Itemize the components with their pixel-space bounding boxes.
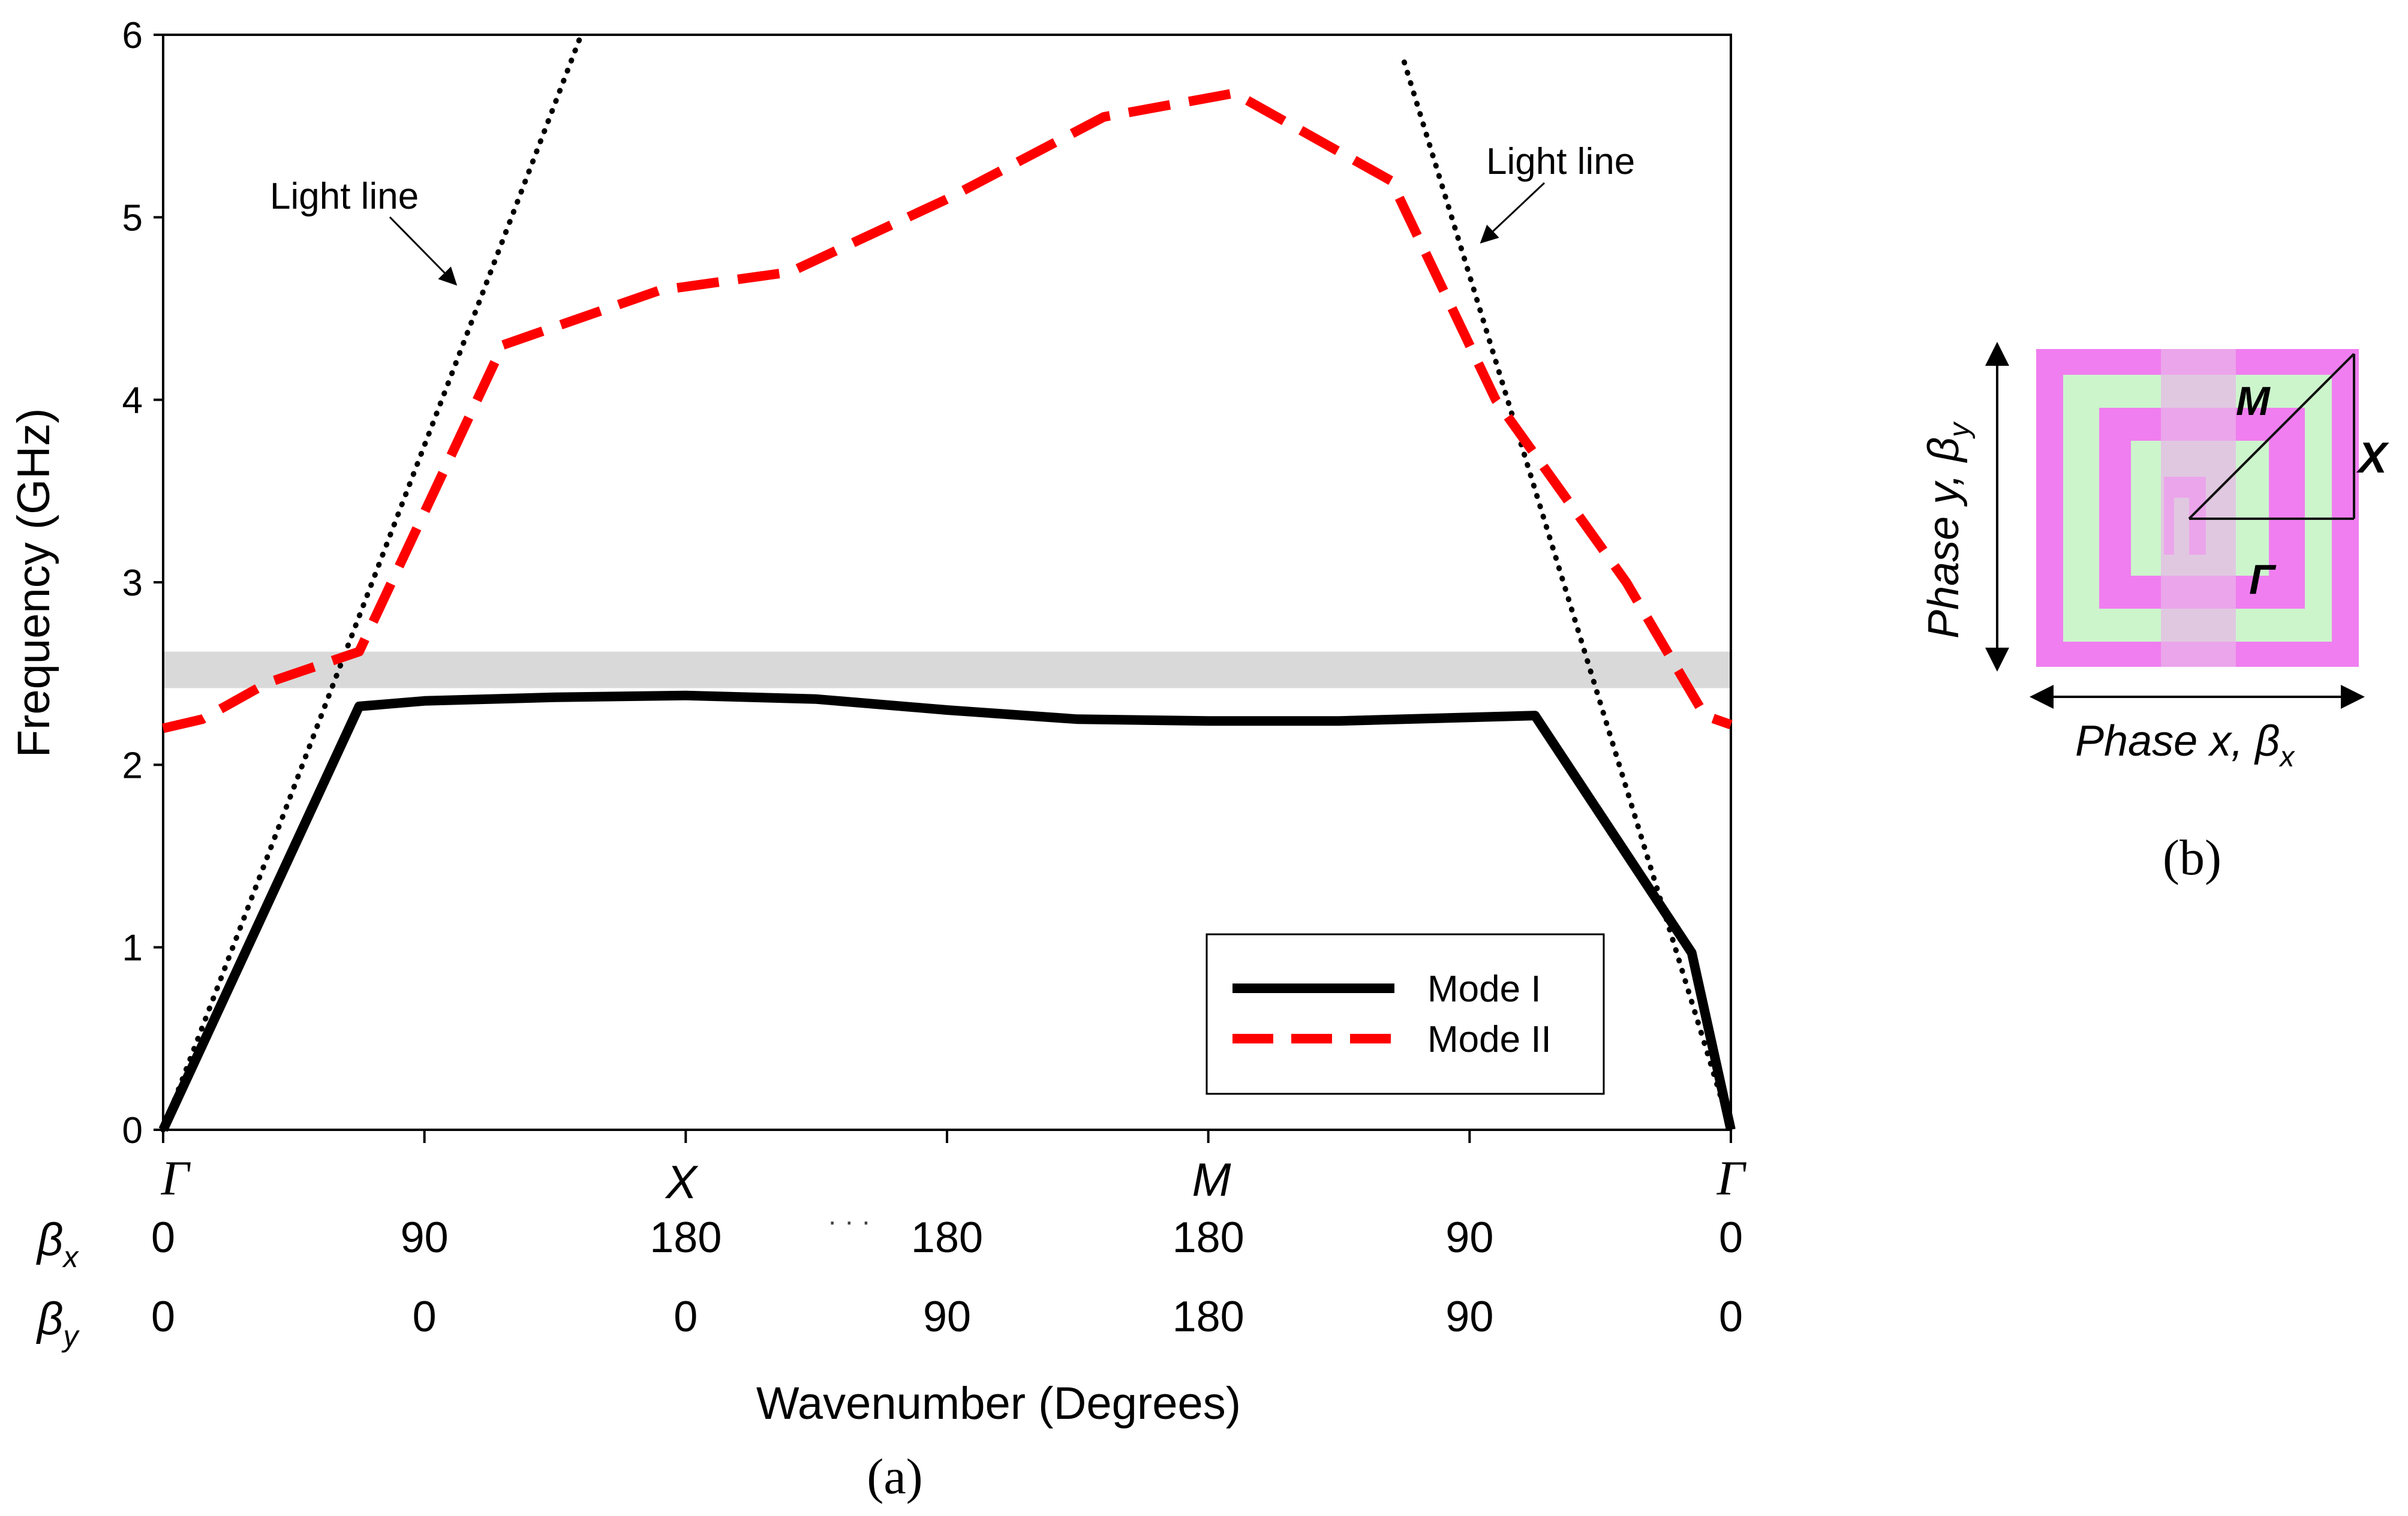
legend: Mode I Mode II (1205, 933, 1605, 1095)
gamma-to-m-path (2188, 353, 2355, 520)
panel-a-caption: (a) (867, 1449, 922, 1505)
beta-x-tick-label: 180 (650, 1214, 722, 1262)
light-line-right (1401, 59, 1734, 1133)
beta-x-tick-label: 90 (1445, 1214, 1493, 1262)
legend-box (1205, 933, 1605, 1095)
mode-curves (158, 88, 1736, 1132)
y-tick-label: 4 (122, 380, 143, 422)
symmetry-label-gamma-end: Γ (1716, 1151, 1747, 1205)
frequency-band-highlight (163, 651, 1731, 688)
y-tick-label: 0 (122, 1110, 143, 1151)
beta-y-tick-label: 0 (1719, 1293, 1743, 1341)
y-tick-label: 1 (122, 928, 143, 969)
point-label-m: M (2236, 378, 2271, 424)
beta-x-row-label: βx (36, 1214, 79, 1274)
beta-y-tick-label: 0 (151, 1293, 175, 1341)
beta-y-tick-label: 180 (1173, 1293, 1244, 1341)
series-line-mode-2 (162, 88, 1733, 733)
beta-x-tick-label: 180 (911, 1214, 983, 1262)
axis-dots-mark: · · · (828, 1205, 871, 1237)
band-diagram-panel: 0 1 2 3 4 5 6 Light line Light line Mode I Mod… (8, 15, 1747, 1505)
symmetry-label-gamma-start: Γ (161, 1151, 191, 1205)
point-label-x: X (2356, 434, 2389, 482)
x-axis-title: Wavenumber (Degrees) (756, 1378, 1241, 1429)
beta-y-tick-label: 0 (413, 1293, 437, 1341)
beta-x-tick-label: 0 (1719, 1214, 1743, 1262)
beta-x-tick-label: 0 (151, 1214, 175, 1262)
y-axis-ticks: 0 1 2 3 4 5 6 (122, 15, 163, 1151)
beta-x-tick-label: 180 (1173, 1214, 1244, 1262)
y-tick-label: 6 (122, 15, 143, 56)
light-line-arrow-left (389, 216, 458, 286)
y-tick-label: 5 (122, 197, 143, 239)
beta-y-tick-label: 90 (923, 1293, 971, 1341)
panel-b-caption: (b) (2163, 830, 2221, 886)
phase-y-label: Phase y, βy (1920, 421, 1976, 639)
light-line-label-right: Light line (1486, 141, 1635, 182)
point-label-gamma: Γ (2249, 556, 2277, 603)
unit-cell-panel: M X Γ Phase x, βx Phase y, βy (b) (1920, 342, 2389, 886)
y-tick-label: 2 (122, 745, 143, 786)
phase-x-label: Phase x, βx (2075, 717, 2295, 773)
beta-y-row-label: βy (36, 1294, 80, 1353)
y-tick-label: 3 (122, 563, 143, 604)
beta-x-tick-label: 90 (401, 1214, 449, 1262)
y-axis-title: Frequency (GHz) (8, 408, 59, 758)
series-line-mode-1 (158, 690, 1736, 1132)
beta-y-tick-label: 0 (674, 1293, 698, 1341)
light-line-label-left: Light line (270, 176, 419, 217)
legend-label-mode-1: Mode I (1427, 968, 1541, 1010)
legend-label-mode-2: Mode II (1427, 1019, 1552, 1060)
beta-tick-labels: 0 0 90 0 180 0 180 90 180 180 90 90 0 0 (151, 1214, 1743, 1341)
symmetry-point-labels: Γ X M Γ (161, 1151, 1747, 1208)
spiral-resonator-cell (2036, 349, 2359, 667)
symmetry-label-m: M (1192, 1153, 1231, 1206)
beta-y-tick-label: 90 (1445, 1293, 1493, 1341)
symmetry-label-x: X (665, 1156, 699, 1208)
x-axis-ticks (162, 1130, 1732, 1143)
light-lines (160, 32, 1734, 1133)
light-line-left (160, 32, 584, 1133)
light-line-arrow-right (1480, 182, 1546, 244)
